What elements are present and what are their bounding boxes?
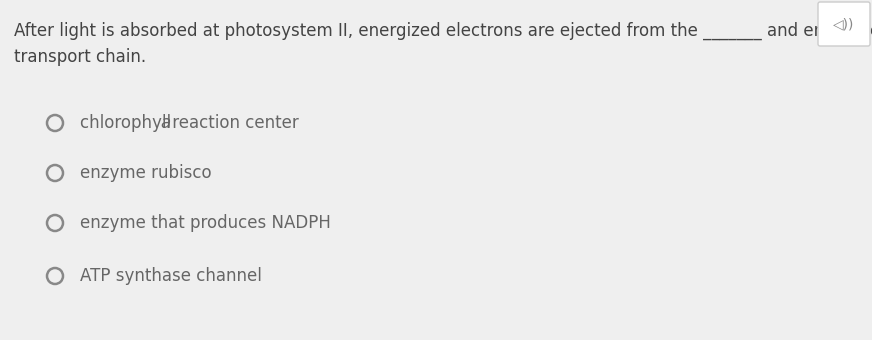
- Text: After light is absorbed at photosystem II, energized electrons are ejected from : After light is absorbed at photosystem I…: [14, 22, 872, 40]
- FancyBboxPatch shape: [818, 2, 870, 46]
- Text: chlorophyll: chlorophyll: [80, 114, 176, 132]
- Text: reaction center: reaction center: [167, 114, 299, 132]
- Text: ◁)): ◁)): [834, 17, 855, 31]
- Text: ATP synthase channel: ATP synthase channel: [80, 267, 262, 285]
- Text: enzyme rubisco: enzyme rubisco: [80, 164, 212, 182]
- Text: transport chain.: transport chain.: [14, 48, 146, 66]
- Text: enzyme that produces NADPH: enzyme that produces NADPH: [80, 214, 330, 232]
- Text: a: a: [160, 114, 171, 132]
